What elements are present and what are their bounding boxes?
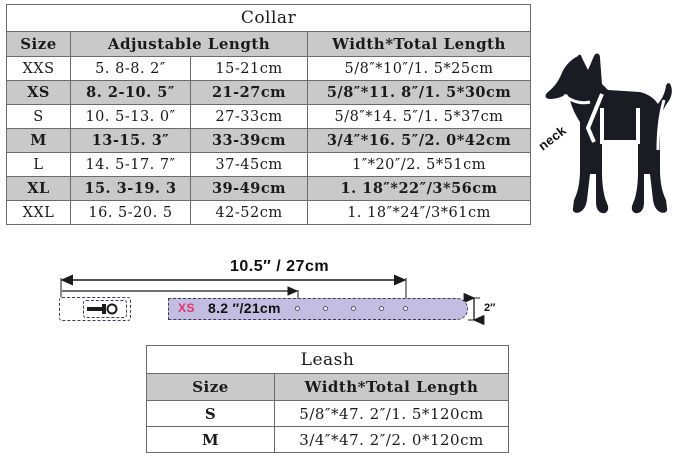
leash-table-title-row: Leash [145, 345, 510, 374]
collar-cell-width-total: 1″*20″/2. 5*51cm [306, 152, 532, 177]
harness-line [585, 93, 604, 143]
collar-cell-inches: 10. 5-13. 0″ [70, 104, 191, 129]
collar-table-title: Collar [5, 4, 532, 32]
collar-header-width-total-length: Width*Total Length [306, 31, 532, 57]
leash-header-size: Size [146, 373, 275, 401]
neck-collar-line [563, 93, 591, 105]
inner-length-dimension-label: 8.2 ″/21cm [208, 300, 281, 316]
collar-cell-inches: 13-15. 3″ [70, 128, 191, 153]
collar-cell-cm: 21-27cm [190, 80, 308, 105]
collar-size-table: Collar Size Adjustable Length Width*Tota… [5, 4, 532, 225]
collar-cell-cm: 37-45cm [190, 152, 308, 177]
strap-hole [379, 306, 384, 311]
table-row: S 10. 5-13. 0″ 27-33cm 5/8″*14. 5″/1. 5*… [6, 104, 532, 129]
collar-cell-size: S [6, 104, 71, 129]
collar-cell-inches: 15. 3-19. 3 [70, 176, 191, 201]
collar-table-title-row: Collar [5, 4, 532, 32]
collar-cell-width-total: 5/8″*11. 8″/1. 5*30cm [306, 80, 532, 105]
leash-cell-size: S [146, 400, 275, 427]
collar-cell-inches: 5. 8-8. 2″ [70, 56, 191, 81]
table-row: M 3/4″*47. 2″/2. 0*120cm [146, 426, 510, 453]
leash-header-width-total-length: Width*Total Length [273, 373, 510, 401]
dog-illustration: neck [534, 42, 679, 222]
collar-cell-size: XS [6, 80, 71, 105]
collar-cell-width-total: 1. 18″*24″/3*61cm [306, 200, 532, 225]
collar-cell-size: XXL [6, 200, 71, 225]
body-panel-line [600, 108, 640, 144]
collar-cell-width-total: 3/4″*16. 5″/2. 0*42cm [306, 128, 532, 153]
table-row: S 5/8″*47. 2″/1. 5*120cm [146, 400, 510, 427]
leash-cell-width-total: 3/4″*47. 2″/2. 0*120cm [273, 426, 510, 453]
strap-hole [351, 306, 356, 311]
table-row: M 13-15. 3″ 33-39cm 3/4″*16. 5″/2. 0*42c… [6, 128, 532, 153]
dimension-arrows [60, 274, 485, 326]
collar-cell-size: M [6, 128, 71, 153]
tail-line [656, 99, 666, 151]
leash-cell-width-total: 5/8″*47. 2″/1. 5*120cm [273, 400, 510, 427]
collar-size-tag: XS [178, 301, 196, 315]
strap-hole [403, 306, 408, 311]
buckle-prong [83, 300, 127, 318]
table-row: XXL 16. 5-20. 5 42-52cm 1. 18″*24″/3*61c… [6, 200, 532, 225]
collar-cell-size: XXS [6, 56, 71, 81]
buckle-pin-icon [87, 303, 118, 315]
collar-cell-size: XL [6, 176, 71, 201]
collar-cell-inches: 14. 5-17. 7″ [70, 152, 191, 177]
collar-header-adjustable-length: Adjustable Length [70, 31, 308, 57]
leash-table-title: Leash [145, 345, 510, 374]
leash-cell-size: M [146, 426, 275, 453]
strap-hole [323, 306, 328, 311]
collar-dimension-diagram: 10.5″ / 27cm [50, 258, 495, 338]
collar-cell-inches: 16. 5-20. 5 [70, 200, 191, 225]
collar-cell-cm: 15-21cm [190, 56, 308, 81]
total-length-dimension-label: 10.5″ / 27cm [230, 258, 330, 275]
collar-cell-inches: 8. 2-10. 5″ [70, 80, 191, 105]
collar-cell-cm: 33-39cm [190, 128, 308, 153]
table-row: L 14. 5-17. 7″ 37-45cm 1″*20″/2. 5*51cm [6, 152, 532, 177]
leash-size-table: Leash Size Width*Total Length S 5/8″*47.… [145, 345, 510, 453]
table-row: XL 15. 3-19. 3 39-49cm 1. 18″*22″/3*56cm [6, 176, 532, 201]
table-row: XXS 5. 8-8. 2″ 15-21cm 5/8″*10″/1. 5*25c… [6, 56, 532, 81]
dog-silhouette-icon [545, 53, 672, 214]
collar-cell-width-total: 1. 18″*22″/3*56cm [306, 176, 532, 201]
collar-header-size: Size [6, 31, 71, 57]
strap-width-label: 2″ [484, 302, 496, 314]
collar-cell-size: L [6, 152, 71, 177]
collar-cell-cm: 39-49cm [190, 176, 308, 201]
collar-cell-width-total: 5/8″*14. 5″/1. 5*37cm [306, 104, 532, 129]
table-row: XS 8. 2-10. 5″ 21-27cm 5/8″*11. 8″/1. 5*… [6, 80, 532, 105]
strap-hole [295, 306, 300, 311]
collar-cell-cm: 42-52cm [190, 200, 308, 225]
collar-strap [168, 298, 468, 320]
collar-cell-cm: 27-33cm [190, 104, 308, 129]
leash-table-header-row: Size Width*Total Length [146, 373, 510, 401]
collar-table-header-row: Size Adjustable Length Width*Total Lengt… [6, 31, 532, 57]
collar-cell-width-total: 5/8″*10″/1. 5*25cm [306, 56, 532, 81]
